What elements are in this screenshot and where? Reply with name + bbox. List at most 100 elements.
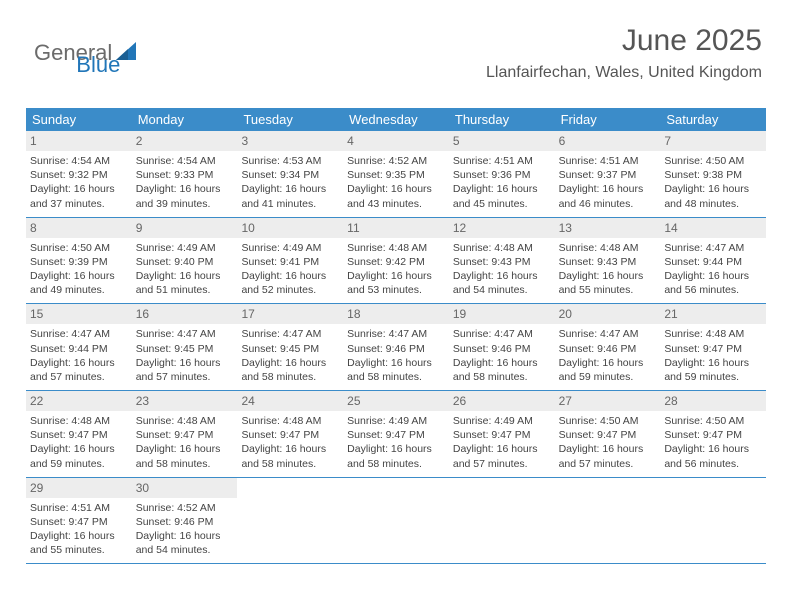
sunrise-line: Sunrise: 4:48 AM: [559, 241, 657, 255]
day-number: 14: [660, 218, 766, 238]
sunrise-line: Sunrise: 4:54 AM: [136, 154, 234, 168]
day-number: 24: [237, 391, 343, 411]
day-cell: 8 Sunrise: 4:50 AMSunset: 9:39 PMDaylight…: [26, 218, 132, 304]
day-cell: 21Sunrise: 4:48 AMSunset: 9:47 PMDayligh…: [660, 304, 766, 390]
day-cell: 7Sunrise: 4:50 AMSunset: 9:38 PMDaylight…: [660, 131, 766, 217]
week-row: 29Sunrise: 4:51 AMSunset: 9:47 PMDayligh…: [26, 478, 766, 565]
sunset-line: Sunset: 9:34 PM: [241, 168, 339, 182]
day-header: Wednesday: [343, 108, 449, 131]
day-header: Saturday: [660, 108, 766, 131]
sunset-line: Sunset: 9:39 PM: [30, 255, 128, 269]
sunrise-line: Sunrise: 4:48 AM: [664, 327, 762, 341]
page-title: June 2025: [486, 24, 762, 58]
day-number: 22: [26, 391, 132, 411]
sunset-line: Sunset: 9:40 PM: [136, 255, 234, 269]
day-number: 8: [26, 218, 132, 238]
daylight-line: Daylight: 16 hours and 57 minutes.: [30, 356, 128, 384]
day-number: 2: [132, 131, 238, 151]
sunset-line: Sunset: 9:35 PM: [347, 168, 445, 182]
sunrise-line: Sunrise: 4:49 AM: [241, 241, 339, 255]
daylight-line: Daylight: 16 hours and 49 minutes.: [30, 269, 128, 297]
day-number: 30: [132, 478, 238, 498]
sunrise-line: Sunrise: 4:47 AM: [347, 327, 445, 341]
day-cell: 10Sunrise: 4:49 AMSunset: 9:41 PMDayligh…: [237, 218, 343, 304]
sunset-line: Sunset: 9:42 PM: [347, 255, 445, 269]
day-number: 27: [555, 391, 661, 411]
day-header: Friday: [555, 108, 661, 131]
sunrise-line: Sunrise: 4:47 AM: [241, 327, 339, 341]
sunrise-line: Sunrise: 4:47 AM: [559, 327, 657, 341]
daylight-line: Daylight: 16 hours and 53 minutes.: [347, 269, 445, 297]
day-number: 5: [449, 131, 555, 151]
daylight-line: Daylight: 16 hours and 58 minutes.: [241, 442, 339, 470]
day-cell: 29Sunrise: 4:51 AMSunset: 9:47 PMDayligh…: [26, 478, 132, 564]
daylight-line: Daylight: 16 hours and 59 minutes.: [30, 442, 128, 470]
calendar-grid: SundayMondayTuesdayWednesdayThursdayFrid…: [26, 108, 766, 564]
daylight-line: Daylight: 16 hours and 45 minutes.: [453, 182, 551, 210]
day-headers-row: SundayMondayTuesdayWednesdayThursdayFrid…: [26, 108, 766, 131]
day-cell: 11Sunrise: 4:48 AMSunset: 9:42 PMDayligh…: [343, 218, 449, 304]
logo: General Blue: [34, 28, 120, 78]
daylight-line: Daylight: 16 hours and 41 minutes.: [241, 182, 339, 210]
sunset-line: Sunset: 9:43 PM: [559, 255, 657, 269]
sunset-line: Sunset: 9:47 PM: [30, 428, 128, 442]
day-cell: 19Sunrise: 4:47 AMSunset: 9:46 PMDayligh…: [449, 304, 555, 390]
day-number: 19: [449, 304, 555, 324]
sunset-line: Sunset: 9:41 PM: [241, 255, 339, 269]
day-number: 10: [237, 218, 343, 238]
week-row: 8Sunrise: 4:50 AMSunset: 9:39 PMDaylight…: [26, 218, 766, 305]
day-cell: 1Sunrise: 4:54 AMSunset: 9:32 PMDaylight…: [26, 131, 132, 217]
daylight-line: Daylight: 16 hours and 37 minutes.: [30, 182, 128, 210]
day-cell: 24Sunrise: 4:48 AMSunset: 9:47 PMDayligh…: [237, 391, 343, 477]
day-number: 13: [555, 218, 661, 238]
daylight-line: Daylight: 16 hours and 51 minutes.: [136, 269, 234, 297]
day-header: Monday: [132, 108, 238, 131]
day-header: Thursday: [449, 108, 555, 131]
day-number: 15: [26, 304, 132, 324]
daylight-line: Daylight: 16 hours and 43 minutes.: [347, 182, 445, 210]
day-number: 21: [660, 304, 766, 324]
daylight-line: Daylight: 16 hours and 59 minutes.: [664, 356, 762, 384]
sunrise-line: Sunrise: 4:48 AM: [136, 414, 234, 428]
sunset-line: Sunset: 9:47 PM: [30, 515, 128, 529]
day-number: 23: [132, 391, 238, 411]
day-cell: 6Sunrise: 4:51 AMSunset: 9:37 PMDaylight…: [555, 131, 661, 217]
daylight-line: Daylight: 16 hours and 48 minutes.: [664, 182, 762, 210]
day-number: 28: [660, 391, 766, 411]
day-cell: 2Sunrise: 4:54 AMSunset: 9:33 PMDaylight…: [132, 131, 238, 217]
sunset-line: Sunset: 9:47 PM: [136, 428, 234, 442]
day-cell: 18Sunrise: 4:47 AMSunset: 9:46 PMDayligh…: [343, 304, 449, 390]
weeks-container: 1Sunrise: 4:54 AMSunset: 9:32 PMDaylight…: [26, 131, 766, 564]
week-row: 22Sunrise: 4:48 AMSunset: 9:47 PMDayligh…: [26, 391, 766, 478]
day-number: 6: [555, 131, 661, 151]
day-cell: 26Sunrise: 4:49 AMSunset: 9:47 PMDayligh…: [449, 391, 555, 477]
sunset-line: Sunset: 9:47 PM: [241, 428, 339, 442]
day-cell: 9Sunrise: 4:49 AMSunset: 9:40 PMDaylight…: [132, 218, 238, 304]
sunrise-line: Sunrise: 4:54 AM: [30, 154, 128, 168]
location-text: Llanfairfechan, Wales, United Kingdom: [486, 64, 762, 82]
sunrise-line: Sunrise: 4:48 AM: [453, 241, 551, 255]
day-number: 12: [449, 218, 555, 238]
daylight-line: Daylight: 16 hours and 58 minutes.: [241, 356, 339, 384]
sunset-line: Sunset: 9:46 PM: [453, 342, 551, 356]
day-cell: [343, 478, 449, 564]
daylight-line: Daylight: 16 hours and 56 minutes.: [664, 269, 762, 297]
sunrise-line: Sunrise: 4:48 AM: [30, 414, 128, 428]
sunset-line: Sunset: 9:46 PM: [347, 342, 445, 356]
sunset-line: Sunset: 9:46 PM: [136, 515, 234, 529]
sunset-line: Sunset: 9:46 PM: [559, 342, 657, 356]
sunset-line: Sunset: 9:36 PM: [453, 168, 551, 182]
day-number: 17: [237, 304, 343, 324]
day-number: 18: [343, 304, 449, 324]
sunset-line: Sunset: 9:47 PM: [559, 428, 657, 442]
sunrise-line: Sunrise: 4:50 AM: [664, 154, 762, 168]
day-cell: 20Sunrise: 4:47 AMSunset: 9:46 PMDayligh…: [555, 304, 661, 390]
day-cell: 30Sunrise: 4:52 AMSunset: 9:46 PMDayligh…: [132, 478, 238, 564]
sunrise-line: Sunrise: 4:49 AM: [347, 414, 445, 428]
day-cell: 22 Sunrise: 4:48 AMSunset: 9:47 PMDayligh…: [26, 391, 132, 477]
sunrise-line: Sunrise: 4:53 AM: [241, 154, 339, 168]
sunrise-line: Sunrise: 4:50 AM: [30, 241, 128, 255]
day-number: 9: [132, 218, 238, 238]
daylight-line: Daylight: 16 hours and 57 minutes.: [453, 442, 551, 470]
sunrise-line: Sunrise: 4:48 AM: [347, 241, 445, 255]
